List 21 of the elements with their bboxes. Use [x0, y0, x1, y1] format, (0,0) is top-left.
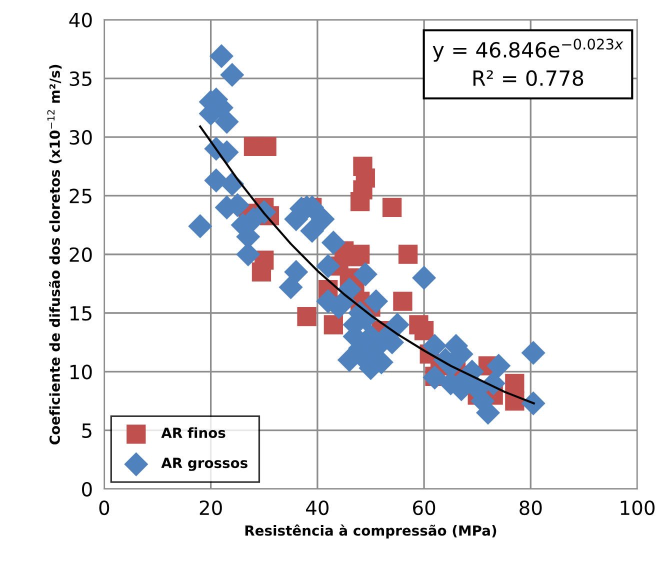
x-tick-label: 80	[520, 500, 542, 516]
x-tick-label: 60	[413, 500, 436, 516]
x-axis-title: Resistência à compressão (MPa)	[245, 524, 496, 538]
y-tick-label: 5	[82, 424, 92, 438]
legend-label: AR grossos	[161, 458, 248, 471]
x-tick-label: 20	[200, 500, 222, 516]
annotation: R² = 0.778	[473, 70, 584, 86]
annotation: y = 46.846e$^{−0.023x}$	[432, 38, 624, 62]
x-tick-label: 0	[99, 500, 110, 516]
y-tick-label: 10	[70, 364, 92, 380]
y-tick-label: 30	[70, 130, 92, 145]
y-tick-label: 40	[69, 12, 92, 28]
x-tick-label: 100	[620, 500, 655, 516]
y-tick-label: 25	[70, 188, 92, 204]
y-tick-label: 0	[82, 482, 92, 497]
y-axis-title: Coeficiente de difusão dos cloretos (x10$^{−12}$ m²/s)	[47, 64, 62, 444]
y-tick-label: 35	[70, 71, 92, 86]
legend-label: AR finos	[161, 427, 226, 438]
x-tick-label: 40	[306, 500, 329, 516]
y-tick-label: 20	[70, 247, 92, 262]
y-tick-label: 15	[70, 306, 92, 321]
